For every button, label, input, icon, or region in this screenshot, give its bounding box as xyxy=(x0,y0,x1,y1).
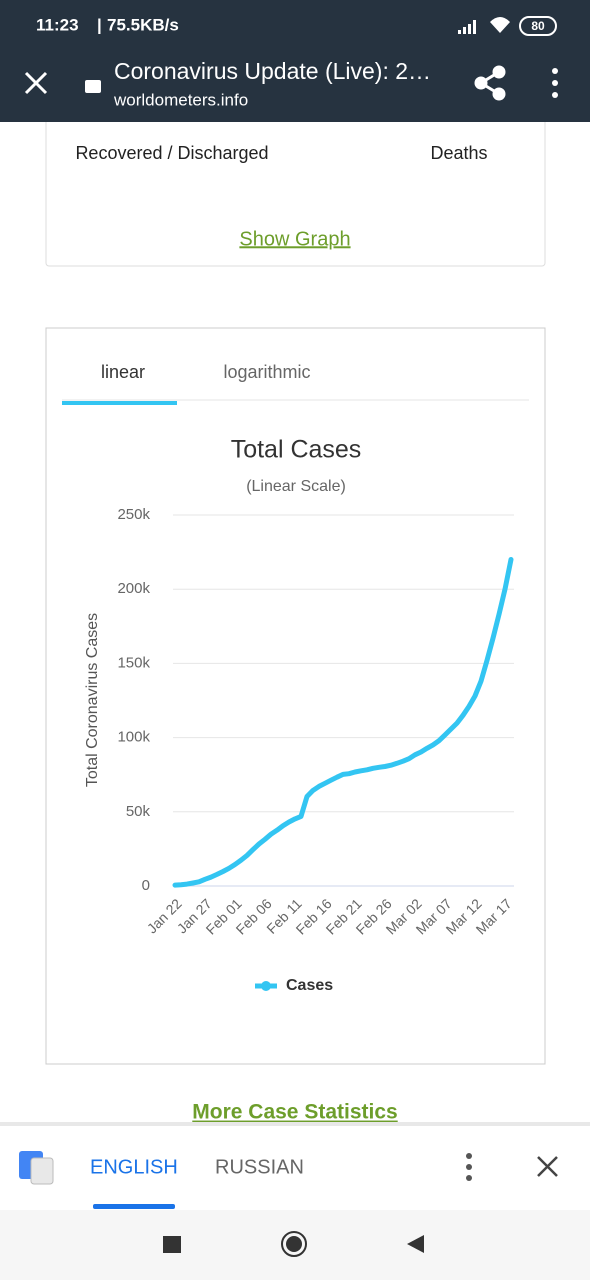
status-time: 11:23 xyxy=(36,15,79,34)
legend-label: Cases xyxy=(286,977,333,994)
target-language[interactable]: RUSSIAN xyxy=(215,1156,304,1178)
nav-recent[interactable] xyxy=(163,1236,181,1253)
tab-linear[interactable]: linear xyxy=(101,362,145,382)
y-tick-label: 0 xyxy=(142,877,150,894)
y-tick-label: 150k xyxy=(117,654,150,671)
nav-back[interactable] xyxy=(407,1235,424,1253)
recovered-label: Recovered / Discharged xyxy=(75,143,268,163)
y-tick-label: 50k xyxy=(126,803,151,820)
data-line xyxy=(172,557,514,888)
legend-marker xyxy=(261,981,271,991)
wifi-icon xyxy=(490,17,510,33)
lock-icon xyxy=(85,80,101,93)
tab-indicator xyxy=(62,401,177,405)
translate-icon-back xyxy=(30,1157,54,1185)
battery-level: 80 xyxy=(531,19,545,33)
translate-close[interactable] xyxy=(537,1156,558,1177)
share-button[interactable] xyxy=(474,65,506,101)
chart-card xyxy=(45,327,546,1065)
battery-icon xyxy=(519,16,557,36)
translate-bar xyxy=(0,1126,590,1210)
signal-icon xyxy=(458,20,476,34)
more-stats-link[interactable]: More Case Statistics xyxy=(192,1101,397,1124)
chart-title: Total Cases xyxy=(231,436,362,464)
y-tick-label: 200k xyxy=(117,580,150,597)
deaths-label: Deaths xyxy=(430,143,487,163)
tab-logarithmic[interactable]: logarithmic xyxy=(223,362,310,382)
menu-button[interactable] xyxy=(552,68,558,98)
page-title: Coronavirus Update (Live): 2… xyxy=(114,58,431,84)
y-tick-label: 250k xyxy=(117,506,150,523)
language-indicator xyxy=(93,1204,175,1209)
source-language[interactable]: ENGLISH xyxy=(90,1156,178,1178)
show-graph-link[interactable]: Show Graph xyxy=(239,228,350,250)
translate-shadow xyxy=(0,1122,590,1126)
translate-menu[interactable] xyxy=(466,1153,472,1181)
top-bar xyxy=(0,0,590,122)
y-tick-label: 100k xyxy=(117,729,150,746)
y-axis-label: Total Coronavirus Cases xyxy=(84,613,101,787)
nav-home[interactable] xyxy=(281,1231,307,1257)
page-url: worldometers.info xyxy=(113,90,248,109)
chart-subtitle: (Linear Scale) xyxy=(246,478,346,495)
status-separator: | xyxy=(97,15,102,34)
close-button[interactable] xyxy=(24,71,48,95)
nav-home-dot xyxy=(286,1236,302,1252)
status-speed: 75.5KB/s xyxy=(107,15,179,34)
